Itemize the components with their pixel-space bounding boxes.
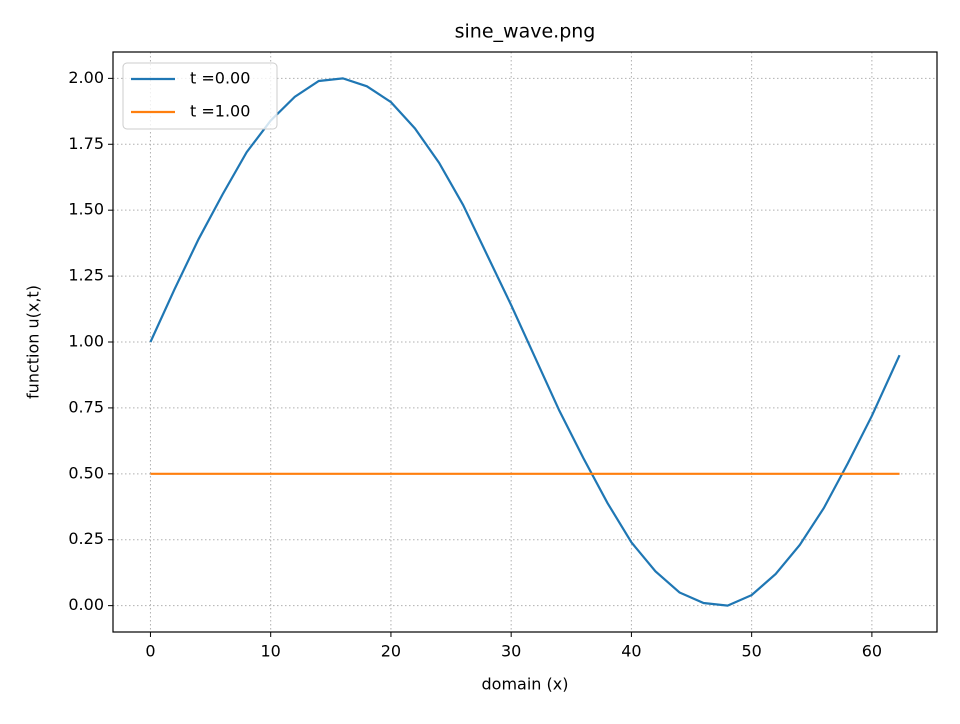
y-tick-label: 1.00: [68, 332, 104, 351]
chart-title: sine_wave.png: [455, 21, 596, 43]
y-tick-label: 1.25: [68, 266, 104, 285]
y-axis-label: function u(x,t): [24, 285, 43, 399]
x-tick-label: 40: [621, 642, 641, 661]
legend-label: t =0.00: [190, 69, 250, 88]
x-tick-label: 30: [501, 642, 521, 661]
y-tick-label: 2.00: [68, 68, 104, 87]
x-axis-label: domain (x): [482, 675, 569, 694]
x-tick-label: 20: [381, 642, 401, 661]
x-tick-label: 10: [261, 642, 281, 661]
y-tick-label: 1.75: [68, 134, 104, 153]
y-tick-label: 0.75: [68, 397, 104, 416]
y-tick-label: 0.50: [68, 463, 104, 482]
y-tick-label: 0.25: [68, 529, 104, 548]
line-series: [149, 77, 901, 607]
x-tick-label: 60: [862, 642, 882, 661]
x-tick-label: 0: [145, 642, 155, 661]
y-tick-label: 1.50: [68, 200, 104, 219]
legend-label: t =1.00: [190, 102, 250, 121]
plot-frame: [112, 51, 938, 633]
x-tick-label: 50: [741, 642, 761, 661]
y-tick-label: 0.00: [68, 595, 104, 614]
